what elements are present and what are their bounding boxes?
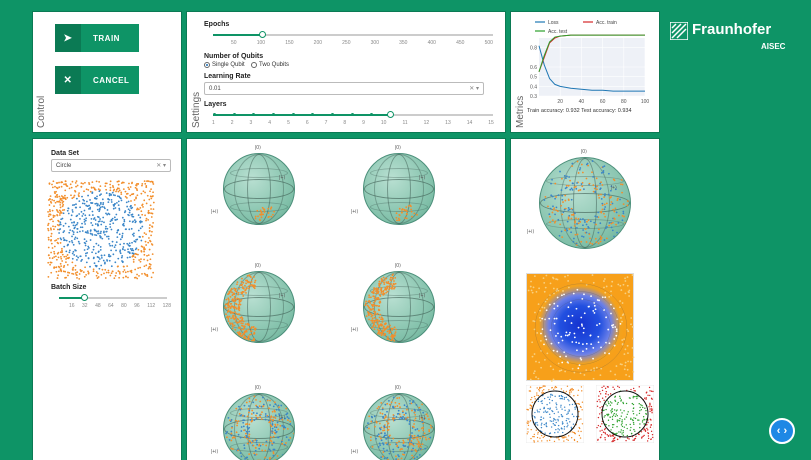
dataset-label: Data Set [51, 150, 80, 157]
metrics-caption: Train accuracy: 0.932 Test accuracy: 0.9… [527, 108, 632, 114]
dataset-scatter [47, 180, 155, 280]
cancel-button-label: CANCEL [93, 75, 130, 85]
axis-label-top: |0⟩ [395, 145, 402, 151]
settings-section-label: Settings [191, 91, 202, 128]
learning-rate-label: Learning Rate [204, 73, 251, 80]
epochs-ticks: 50 100 150 200 250 300 350 400 450 500 [231, 40, 493, 46]
x-tick-label: 40 [579, 99, 585, 105]
bloch-sphere: |0⟩ |+⟩ |+i⟩ [211, 383, 313, 460]
layers-slider-thumb[interactable] [387, 111, 394, 118]
bloch-sphere: |0⟩ |+⟩ |+i⟩ [211, 143, 313, 235]
axis-label-top: |0⟩ [581, 149, 588, 155]
epochs-label: Epochs [204, 21, 230, 28]
control-section-label: Control [36, 95, 47, 128]
train-button[interactable]: ➤ TRAIN [55, 24, 139, 52]
x-tick-label: 20 [557, 99, 563, 105]
axis-label-side: |+⟩ [279, 292, 286, 299]
axis-label-side: |+⟩ [419, 174, 426, 181]
bloch-sphere: |0⟩ |+⟩ |+i⟩ [351, 261, 453, 353]
metrics-chart: Loss Acc. train Acc. test 20 40 60 80 100 0.3 0.… [530, 20, 650, 105]
bloch-sphere: |0⟩ |+⟩ |+i⟩ [351, 143, 453, 235]
dataset-value: Circle [56, 163, 72, 169]
axis-label-top: |0⟩ [255, 263, 262, 269]
radio-single-qubit[interactable]: Single Qubit [204, 62, 245, 68]
axis-label-side: |+⟩ [610, 184, 617, 191]
decision-heatmap [526, 273, 635, 382]
dataset-panel: Data Set Circle ✕ ▾ Batch Size 16 32 48 64 8… [32, 138, 182, 460]
axis-label-top: |0⟩ [395, 385, 402, 391]
bloch-sphere: |0⟩ |+⟩ |+i⟩ [527, 147, 649, 259]
train-result-scatter [526, 385, 584, 443]
y-tick-label: 0.4 [530, 84, 537, 90]
axis-label-left: |+i⟩ [527, 228, 535, 235]
radio-checked-icon [204, 62, 210, 68]
x-tick-label: 100 [641, 99, 650, 105]
qubits-label: Number of Qubits [204, 53, 264, 60]
axis-label-left: |+i⟩ [211, 209, 219, 216]
y-tick-label: 0.8 [530, 46, 537, 52]
x-tick-label: 80 [621, 99, 627, 105]
clear-chevron-icon[interactable]: ✕ ▾ [156, 163, 166, 169]
batch-size-label: Batch Size [51, 284, 87, 291]
legend-entry: Acc. train [596, 20, 617, 26]
series-line-0 [538, 45, 645, 92]
code-toggle-button[interactable]: ‹ › [769, 418, 795, 444]
epochs-slider[interactable] [213, 30, 493, 40]
layers-label: Layers [204, 101, 227, 108]
radio-unchecked-icon [251, 62, 257, 68]
axis-label-top: |0⟩ [395, 263, 402, 269]
y-tick-label: 0.6 [530, 65, 537, 71]
learning-rate-value: 0.01 [209, 86, 221, 92]
fraunhofer-mark-icon [670, 22, 688, 40]
play-arrow-icon: ➤ [55, 24, 81, 52]
axis-label-left: |+i⟩ [211, 449, 219, 456]
layers-slider[interactable] [213, 110, 493, 120]
batch-size-slider[interactable] [59, 293, 167, 303]
layers-ticks: 1 2 3 4 5 6 7 8 9 10 11 12 13 14 15 [212, 120, 494, 126]
axis-label-top: |0⟩ [255, 385, 262, 391]
bloch-sphere: |0⟩ |+⟩ |+i⟩ [351, 383, 453, 460]
axis-label-side: |+⟩ [419, 292, 426, 299]
result-bloch-sphere: |0⟩ |+⟩ |+i⟩ [527, 149, 633, 251]
x-tick-label: 60 [600, 99, 606, 105]
metrics-panel: Metrics Loss Acc. train Acc. test 20 40 60 80… [510, 11, 660, 133]
axis-label-left: |+i⟩ [351, 449, 359, 456]
axis-label-left: |+i⟩ [351, 209, 359, 216]
dataset-select[interactable]: Circle ✕ ▾ [51, 159, 171, 172]
legend-entry: Loss [548, 20, 559, 26]
results-panel: |0⟩ |+⟩ |+i⟩ [510, 138, 660, 460]
y-tick-label: 0.5 [530, 75, 537, 81]
logo-sub: AISEC [761, 42, 786, 51]
clear-chevron-icon[interactable]: ✕ ▾ [469, 86, 479, 92]
learning-rate-select[interactable]: 0.01 ✕ ▾ [204, 82, 484, 95]
logo-name: Fraunhofer [692, 21, 772, 38]
axis-label-side: |+⟩ [279, 174, 286, 181]
axis-label-left: |+i⟩ [211, 327, 219, 334]
axis-label-side: |+⟩ [419, 414, 426, 421]
bloch-sphere: |0⟩ |+⟩ |+i⟩ [211, 261, 313, 353]
axis-label-left: |+i⟩ [351, 327, 359, 334]
y-tick-label: 0.3 [530, 94, 537, 100]
axis-label-top: |0⟩ [255, 145, 262, 151]
series-line-2 [538, 34, 645, 72]
batch-size-slider-thumb[interactable] [81, 294, 88, 301]
batch-size-ticks: 16 32 48 64 80 96 112 128 [69, 303, 171, 309]
control-panel: ➤ TRAIN ✕ CANCEL Control [32, 11, 182, 133]
axis-label-side: |+⟩ [279, 414, 286, 421]
radio-two-qubits[interactable]: Two Qubits [251, 62, 289, 68]
cancel-button[interactable]: ✕ CANCEL [55, 66, 139, 94]
bloch-panel: |0⟩ |+⟩ |+i⟩ |0⟩ |+⟩ |+i⟩ |0⟩ |+⟩ |+i⟩ |0⟩ |+⟩ |+i⟩… [186, 138, 506, 460]
test-result-scatter [596, 385, 654, 443]
close-icon: ✕ [55, 66, 81, 94]
legend-entry: Acc. test [548, 29, 568, 35]
code-brackets-icon: ‹ › [776, 425, 788, 437]
epochs-slider-thumb[interactable] [259, 31, 266, 38]
settings-panel: Settings Epochs 50 100 150 200 250 300 350 400 4… [186, 11, 506, 133]
fraunhofer-logo: Fraunhofer AISEC [670, 20, 790, 54]
train-button-label: TRAIN [93, 33, 120, 43]
